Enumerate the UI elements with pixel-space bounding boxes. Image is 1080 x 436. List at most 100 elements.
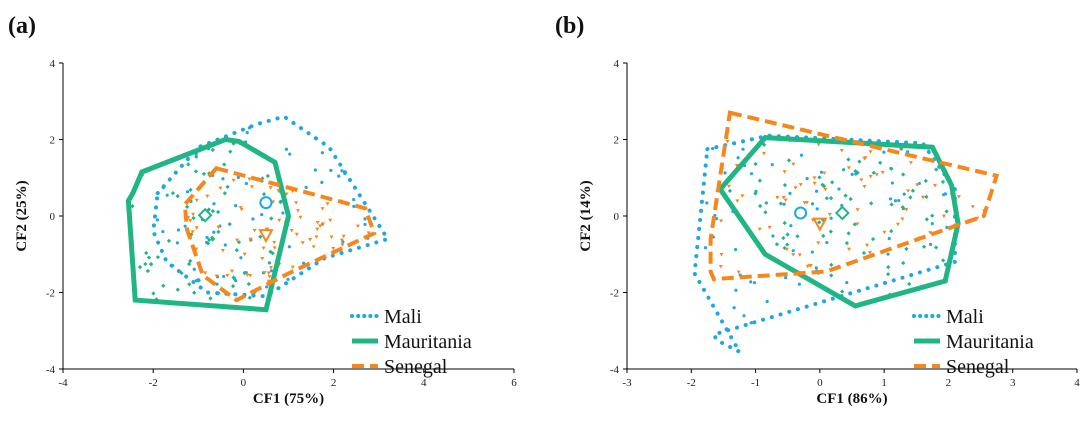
data-point (902, 192, 906, 196)
y-axis-title: CF2 (25%) (14, 180, 30, 251)
data-point (719, 252, 724, 257)
data-point (315, 227, 320, 232)
data-point (206, 207, 212, 212)
y-tick-label: 0 (614, 211, 620, 223)
data-point (789, 224, 793, 228)
data-point (810, 250, 814, 254)
data-point (934, 167, 939, 172)
data-point (889, 229, 894, 234)
data-point (225, 274, 230, 278)
data-point (846, 166, 851, 170)
data-point (269, 216, 274, 221)
data-point (757, 227, 762, 232)
centroid-mauritania (834, 205, 850, 221)
data-point (231, 275, 236, 280)
data-point (146, 255, 152, 260)
data-point (888, 197, 893, 201)
data-point (774, 242, 780, 247)
data-point (933, 183, 938, 188)
data-point (325, 202, 330, 206)
data-point (901, 260, 906, 266)
data-point (907, 281, 912, 287)
data-point (137, 264, 143, 270)
data-point (900, 205, 905, 210)
data-point (284, 147, 289, 151)
data-point (853, 169, 858, 174)
data-point (734, 288, 738, 292)
data-point (227, 221, 232, 227)
data-point (175, 241, 179, 245)
data-point (930, 213, 935, 218)
data-point (829, 262, 834, 268)
data-point (886, 265, 891, 270)
data-point (234, 204, 238, 208)
data-point (210, 235, 215, 240)
data-point (823, 187, 828, 192)
data-point (176, 228, 181, 232)
data-point (781, 235, 786, 241)
data-point (817, 220, 822, 225)
data-point (294, 201, 299, 205)
legend-label-mauritania: Mauritania (946, 331, 1034, 353)
data-point (784, 247, 789, 252)
data-point (298, 215, 303, 220)
data-point (975, 216, 980, 221)
hull-senegal (708, 110, 1000, 282)
data-point (741, 147, 745, 151)
data-point (260, 212, 264, 217)
data-point (761, 151, 766, 156)
data-point (329, 168, 333, 172)
data-point (901, 172, 906, 177)
data-point (294, 232, 299, 237)
data-point (817, 175, 822, 180)
panel-label: (b) (555, 13, 584, 39)
data-point (208, 296, 213, 301)
data-point (910, 188, 916, 193)
x-tick-label: -2 (687, 377, 696, 389)
data-point (194, 278, 199, 283)
data-point (230, 269, 235, 274)
data-point (840, 289, 845, 294)
data-point (230, 284, 236, 289)
data-point (814, 189, 819, 193)
data-point (904, 246, 909, 252)
x-tick-label: 4 (421, 377, 427, 389)
data-point (212, 230, 216, 234)
data-point (272, 240, 277, 245)
data-point (161, 230, 165, 234)
x-tick-label: 6 (511, 377, 517, 389)
data-point (284, 192, 289, 197)
data-point (246, 281, 251, 287)
data-point (793, 186, 798, 190)
data-point (861, 250, 867, 256)
data-point (844, 240, 850, 246)
data-point (268, 186, 273, 190)
data-point (904, 207, 909, 212)
data-point (802, 201, 807, 205)
data-point (261, 246, 266, 251)
data-point (337, 174, 341, 178)
data-point (933, 245, 939, 250)
data-point (363, 217, 367, 221)
data-point (166, 238, 172, 243)
x-tick-label: 0 (241, 377, 247, 389)
data-point (247, 295, 252, 300)
data-point (865, 243, 870, 248)
data-point (783, 198, 788, 203)
centroid-mauritania (197, 207, 213, 223)
data-point (266, 271, 271, 276)
data-point (812, 176, 817, 180)
legend-label-mali: Mali (384, 306, 422, 328)
data-point (956, 195, 961, 199)
data-point (352, 197, 356, 202)
data-point (930, 221, 934, 226)
data-point (205, 194, 210, 199)
data-point (846, 231, 851, 236)
data-point (767, 225, 772, 230)
data-point (847, 247, 852, 252)
data-point (727, 188, 733, 194)
data-point (269, 269, 274, 273)
data-point (269, 265, 274, 270)
data-point (908, 195, 913, 200)
data-point (752, 281, 757, 285)
